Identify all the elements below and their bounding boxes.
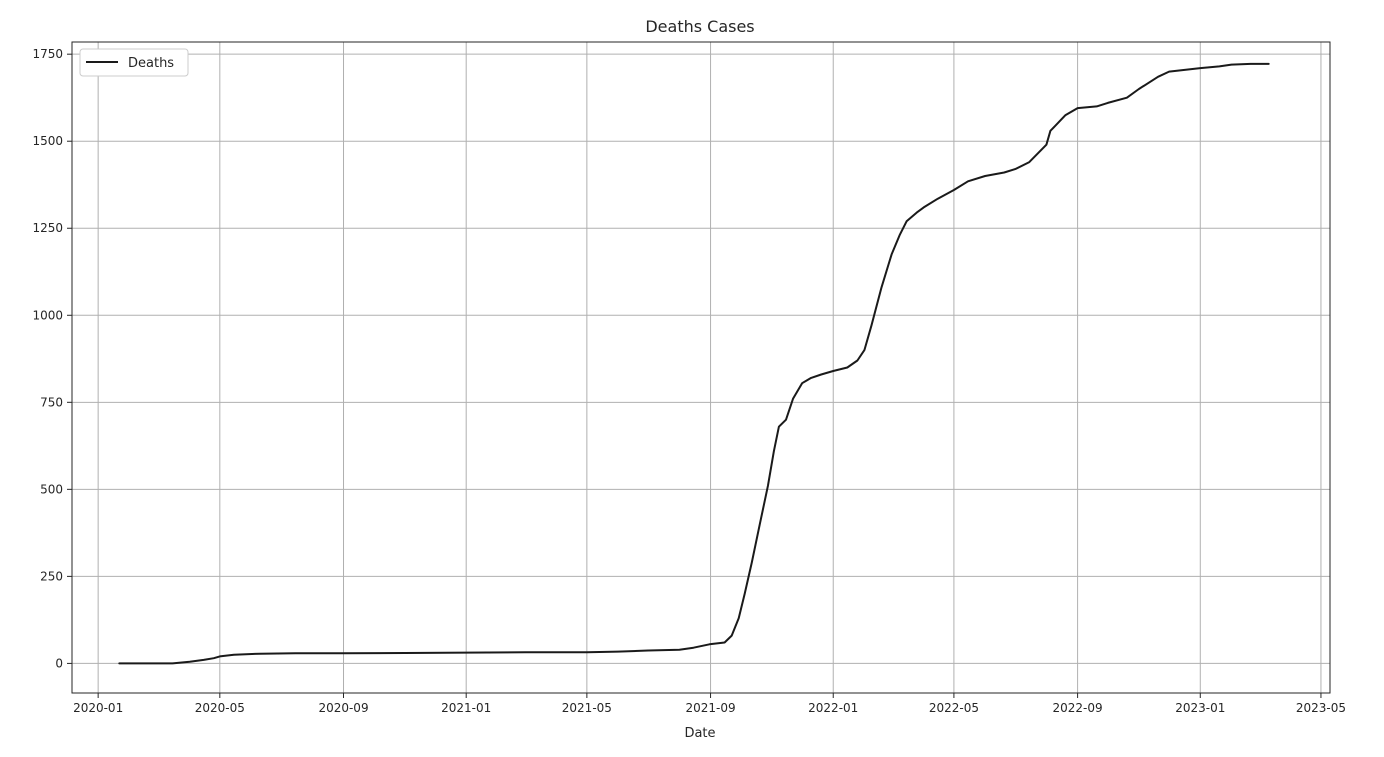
x-gridlines [97,42,1322,693]
y-tick-label: 0 [55,656,63,670]
series-line-deaths [118,62,1270,665]
x-tick-label: 2022-01 [808,701,858,715]
legend-box [79,48,189,77]
y-tick-label: 500 [40,482,63,496]
x-tick-label: 2021-05 [562,701,612,715]
y-tick-label: 1000 [32,308,63,322]
chart-title: Deaths Cases [645,17,754,36]
y-tick-label: 1750 [32,47,63,61]
legend-label-deaths: Deaths [128,56,174,71]
y-gridlines [72,53,1330,664]
x-tick-label: 2020-09 [318,701,368,715]
x-tick-label: 2023-01 [1175,701,1225,715]
y-tick-label: 750 [40,395,63,409]
y-tick-label: 1500 [32,134,63,148]
x-tick-label: 2022-09 [1053,701,1103,715]
x-axis-ticks: 2020-01 2020-05 2020-09 2021-01 2021-05 2021-… [73,693,1346,715]
x-tick-label: 2021-09 [685,701,735,715]
x-tick-label: 2020-05 [195,701,245,715]
y-tick-label: 1250 [32,221,63,235]
legend: Deaths [79,48,189,77]
y-tick-label: 250 [40,569,63,583]
x-axis-label: Date [684,726,715,741]
plot-frame [71,41,1331,694]
x-tick-label: 2021-01 [441,701,491,715]
y-axis-ticks: 0 250 500 750 1000 1250 1500 1750 [32,47,72,670]
x-tick-label: 2022-05 [929,701,979,715]
x-tick-label: 2023-05 [1296,701,1346,715]
series-layer [118,62,1270,665]
x-tick-label: 2020-01 [73,701,123,715]
